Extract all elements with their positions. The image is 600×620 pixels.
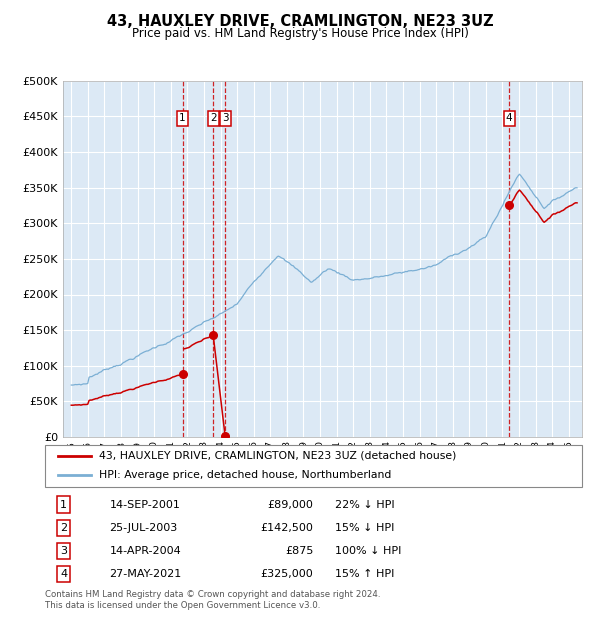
Text: 100% ↓ HPI: 100% ↓ HPI <box>335 546 401 556</box>
Text: 4: 4 <box>60 569 67 579</box>
Text: 1: 1 <box>179 113 186 123</box>
Text: £325,000: £325,000 <box>261 569 314 579</box>
Text: 43, HAUXLEY DRIVE, CRAMLINGTON, NE23 3UZ (detached house): 43, HAUXLEY DRIVE, CRAMLINGTON, NE23 3UZ… <box>98 451 456 461</box>
Text: 27-MAY-2021: 27-MAY-2021 <box>109 569 182 579</box>
Text: £89,000: £89,000 <box>268 500 314 510</box>
Text: 15% ↓ HPI: 15% ↓ HPI <box>335 523 394 533</box>
Text: 43, HAUXLEY DRIVE, CRAMLINGTON, NE23 3UZ: 43, HAUXLEY DRIVE, CRAMLINGTON, NE23 3UZ <box>107 14 493 29</box>
Text: 14-SEP-2001: 14-SEP-2001 <box>109 500 181 510</box>
Text: 15% ↑ HPI: 15% ↑ HPI <box>335 569 394 579</box>
Text: Price paid vs. HM Land Registry's House Price Index (HPI): Price paid vs. HM Land Registry's House … <box>131 27 469 40</box>
Text: 22% ↓ HPI: 22% ↓ HPI <box>335 500 395 510</box>
Text: Contains HM Land Registry data © Crown copyright and database right 2024.
This d: Contains HM Land Registry data © Crown c… <box>45 590 380 609</box>
FancyBboxPatch shape <box>45 445 582 487</box>
Text: 14-APR-2004: 14-APR-2004 <box>109 546 181 556</box>
Text: 2: 2 <box>210 113 217 123</box>
Text: £142,500: £142,500 <box>260 523 314 533</box>
Text: 1: 1 <box>60 500 67 510</box>
Text: 4: 4 <box>506 113 512 123</box>
Text: 25-JUL-2003: 25-JUL-2003 <box>109 523 178 533</box>
Text: 2: 2 <box>60 523 67 533</box>
Text: £875: £875 <box>285 546 314 556</box>
Text: 3: 3 <box>60 546 67 556</box>
Text: HPI: Average price, detached house, Northumberland: HPI: Average price, detached house, Nort… <box>98 471 391 480</box>
Text: 3: 3 <box>222 113 229 123</box>
